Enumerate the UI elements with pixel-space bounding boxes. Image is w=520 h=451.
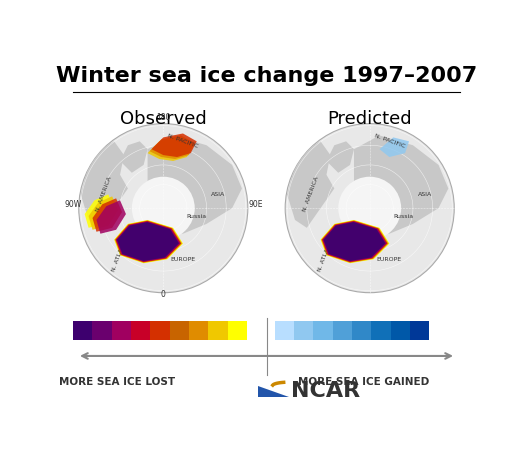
Polygon shape <box>88 196 118 230</box>
Text: Russia: Russia <box>187 213 207 219</box>
Text: Predicted: Predicted <box>328 110 412 128</box>
Bar <box>73 321 93 340</box>
Polygon shape <box>93 198 122 232</box>
Text: NCAR: NCAR <box>291 381 360 401</box>
Polygon shape <box>380 138 409 157</box>
Text: Russia: Russia <box>393 213 413 219</box>
Bar <box>209 321 228 340</box>
Polygon shape <box>258 386 289 397</box>
Text: 90E: 90E <box>249 200 263 209</box>
Text: EUROPE: EUROPE <box>377 257 402 262</box>
Text: N. PACIFIC: N. PACIFIC <box>373 133 406 149</box>
Text: ASIA: ASIA <box>211 192 226 197</box>
Polygon shape <box>323 222 386 261</box>
Circle shape <box>132 177 195 239</box>
Text: N. AMERICA: N. AMERICA <box>96 176 113 212</box>
Bar <box>333 321 352 340</box>
Polygon shape <box>85 194 114 228</box>
Text: Winter sea ice change 1997–2007: Winter sea ice change 1997–2007 <box>56 66 477 86</box>
Polygon shape <box>116 221 180 262</box>
Circle shape <box>285 124 454 293</box>
Polygon shape <box>115 221 182 262</box>
Polygon shape <box>115 221 181 262</box>
Polygon shape <box>114 220 183 263</box>
Text: 0: 0 <box>161 290 166 299</box>
Polygon shape <box>117 222 179 261</box>
Text: Observed: Observed <box>120 110 206 128</box>
Text: N. ATLANTIC: N. ATLANTIC <box>317 234 335 272</box>
Polygon shape <box>327 141 354 173</box>
Bar <box>391 321 410 340</box>
Polygon shape <box>96 200 126 234</box>
Bar <box>228 321 247 340</box>
Polygon shape <box>148 138 193 161</box>
Polygon shape <box>120 141 148 173</box>
Bar <box>275 321 294 340</box>
Bar <box>352 321 371 340</box>
Circle shape <box>338 177 401 239</box>
Polygon shape <box>323 222 385 261</box>
Text: N. PACIFIC: N. PACIFIC <box>167 133 199 149</box>
Bar <box>93 321 112 340</box>
Polygon shape <box>151 133 197 157</box>
Bar <box>150 321 170 340</box>
Text: ASIA: ASIA <box>418 192 432 197</box>
Bar <box>371 321 391 340</box>
Bar <box>112 321 131 340</box>
Text: MORE SEA ICE LOST: MORE SEA ICE LOST <box>59 377 175 387</box>
Polygon shape <box>354 135 448 234</box>
Polygon shape <box>148 135 242 234</box>
Polygon shape <box>323 221 386 262</box>
Bar <box>131 321 150 340</box>
Polygon shape <box>322 221 387 262</box>
Bar <box>410 321 430 340</box>
Polygon shape <box>114 220 183 263</box>
Polygon shape <box>150 135 195 159</box>
Text: MORE SEA ICE GAINED: MORE SEA ICE GAINED <box>297 377 429 387</box>
Text: N. AMERICA: N. AMERICA <box>302 176 319 212</box>
Polygon shape <box>81 141 128 228</box>
Bar <box>170 321 189 340</box>
Bar <box>189 321 209 340</box>
Polygon shape <box>117 222 179 261</box>
Polygon shape <box>320 220 389 263</box>
Polygon shape <box>287 141 334 228</box>
Text: 180: 180 <box>156 113 171 122</box>
Polygon shape <box>322 221 387 262</box>
Bar <box>294 321 313 340</box>
Text: 90W: 90W <box>64 200 82 209</box>
Polygon shape <box>321 220 389 263</box>
Polygon shape <box>321 221 388 262</box>
Polygon shape <box>116 221 180 262</box>
Text: EUROPE: EUROPE <box>171 257 196 262</box>
Bar <box>313 321 333 340</box>
Text: N. ATLANTIC: N. ATLANTIC <box>111 234 129 272</box>
Circle shape <box>79 124 248 293</box>
